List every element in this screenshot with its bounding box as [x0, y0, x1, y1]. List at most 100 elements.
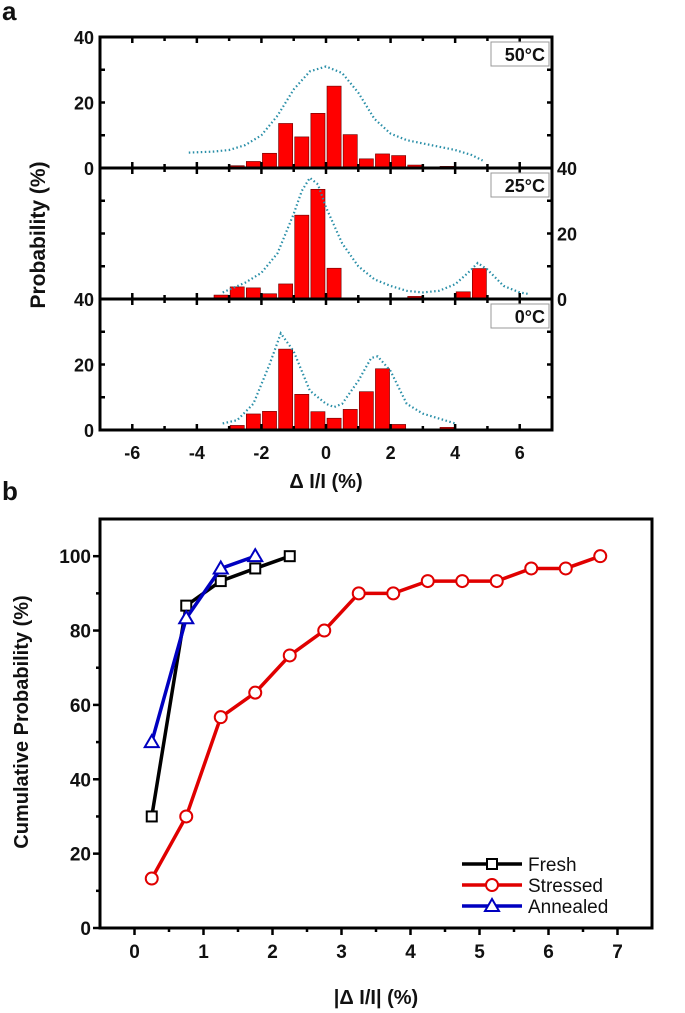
- panel-label-b: b: [2, 476, 18, 506]
- data-point-annealed: [177, 609, 195, 625]
- y-tick-label: 0: [84, 421, 94, 441]
- data-point-stressed: [144, 871, 159, 886]
- cum-x-axis-label: |Δ I/I| (%): [334, 987, 418, 1009]
- x-tick-label: 1: [198, 942, 209, 963]
- histogram-bar: [229, 286, 245, 300]
- data-point-stressed: [179, 809, 194, 824]
- x-tick-label: -6: [124, 443, 140, 463]
- fit-curve: [188, 65, 484, 162]
- legend-marker-fresh: [486, 858, 498, 870]
- data-point-annealed: [212, 559, 230, 575]
- histogram-bar: [326, 267, 342, 300]
- histogram-bar: [245, 413, 261, 431]
- x-tick-label: -2: [253, 443, 269, 463]
- data-point-fresh: [214, 575, 227, 588]
- y-tick-label: 20: [557, 225, 577, 245]
- y-tick-label: 40: [70, 770, 91, 791]
- histogram-bar: [391, 155, 407, 169]
- data-point-stressed: [558, 561, 573, 576]
- data-point-stressed: [282, 648, 297, 663]
- histogram-bar: [310, 188, 326, 300]
- y-tick-label: 0: [557, 290, 567, 310]
- histogram-bar: [375, 153, 390, 169]
- temperature-label: 25°C: [505, 176, 545, 196]
- x-tick-label: 6: [515, 443, 525, 463]
- x-tick-label: 6: [543, 942, 554, 963]
- histogram-bar: [294, 394, 310, 431]
- y-tick-label: 40: [74, 28, 94, 48]
- temperature-label-box: [490, 172, 550, 198]
- hist-y-axis-label: Probability (%): [27, 161, 50, 308]
- y-tick-label: 20: [74, 94, 94, 114]
- y-tick-label: 40: [74, 290, 94, 310]
- histogram-bar: [262, 152, 277, 169]
- legend-label-stressed: Stressed: [528, 876, 603, 897]
- histogram-bar: [310, 113, 326, 169]
- cum-y-axis-label: Cumulative Probability (%): [11, 595, 33, 848]
- data-point-stressed: [593, 549, 608, 564]
- data-point-fresh: [283, 550, 296, 563]
- data-point-stressed: [317, 623, 332, 638]
- data-point-fresh: [180, 599, 193, 612]
- y-tick-label: 80: [70, 622, 91, 643]
- series-line-fresh: [150, 554, 291, 817]
- histogram-bar: [342, 409, 358, 431]
- x-tick-label: 2: [386, 443, 396, 463]
- x-tick-label: 7: [612, 942, 623, 963]
- histogram-bar: [471, 268, 487, 300]
- x-tick-label: 0: [321, 443, 331, 463]
- data-point-stressed: [213, 710, 228, 725]
- data-point-annealed: [143, 733, 161, 749]
- cumulative-panel: 0 1 2 3 4 5 6 7 0 20 40 60 80 100 FreshStressedAnneale…: [59, 517, 654, 963]
- panel-label-a: a: [2, 0, 17, 26]
- histogram-bar: [278, 123, 294, 169]
- data-point-stressed: [351, 586, 366, 601]
- legend-marker-annealed: [483, 897, 501, 912]
- panel-frame: [98, 297, 554, 432]
- fit-curve: [222, 176, 530, 296]
- temperature-label-box: [490, 303, 550, 329]
- x-tick-label: 2: [267, 942, 278, 963]
- histogram-bar: [278, 348, 294, 431]
- fit-curve: [222, 331, 456, 425]
- histogram-bar: [310, 411, 326, 431]
- temperature-label: 0°C: [515, 307, 545, 327]
- x-tick-label: 4: [450, 443, 460, 463]
- hist-x-axis-label: Δ I/I (%): [289, 471, 362, 493]
- x-tick-label: 0: [129, 942, 140, 963]
- histogram-bar: [262, 411, 277, 431]
- data-point-stressed: [248, 685, 263, 700]
- x-tick-label: -4: [189, 443, 205, 463]
- panel-frame: [98, 35, 554, 170]
- y-tick-label: 100: [59, 547, 91, 568]
- y-tick-label: 20: [70, 845, 91, 866]
- legend-marker-stressed: [485, 878, 499, 892]
- data-point-fresh: [145, 810, 158, 823]
- x-tick-label: 5: [474, 942, 485, 963]
- histogram-bar: [326, 417, 342, 431]
- data-point-stressed: [386, 586, 401, 601]
- histogram-bar: [326, 85, 342, 169]
- y-tick-label: 20: [74, 356, 94, 376]
- y-tick-label: 60: [70, 696, 91, 717]
- data-point-stressed: [455, 574, 470, 589]
- y-tick-label: 0: [80, 919, 91, 940]
- histogram-bar: [278, 283, 294, 300]
- histogram-bar: [294, 136, 310, 169]
- histogram-bar: [375, 368, 390, 431]
- histogram-bar: [245, 287, 261, 300]
- histogram-panel: 0 20 40 50°C 0 20 40 25°C 0 20 40 0°C -6 -4 -2 0 2 4 6: [74, 28, 577, 463]
- legend-label-fresh: Fresh: [528, 855, 577, 876]
- data-point-stressed: [420, 574, 435, 589]
- histogram-bar: [294, 214, 310, 300]
- data-point-stressed: [489, 574, 504, 589]
- x-tick-label: 4: [405, 942, 416, 963]
- legend-label-annealed: Annealed: [528, 897, 608, 918]
- data-point-annealed: [246, 547, 264, 563]
- histogram-bar: [342, 134, 358, 169]
- data-point-fresh: [249, 562, 262, 575]
- histogram-bar: [358, 391, 374, 431]
- data-point-stressed: [524, 561, 539, 576]
- temperature-label-box: [490, 41, 550, 67]
